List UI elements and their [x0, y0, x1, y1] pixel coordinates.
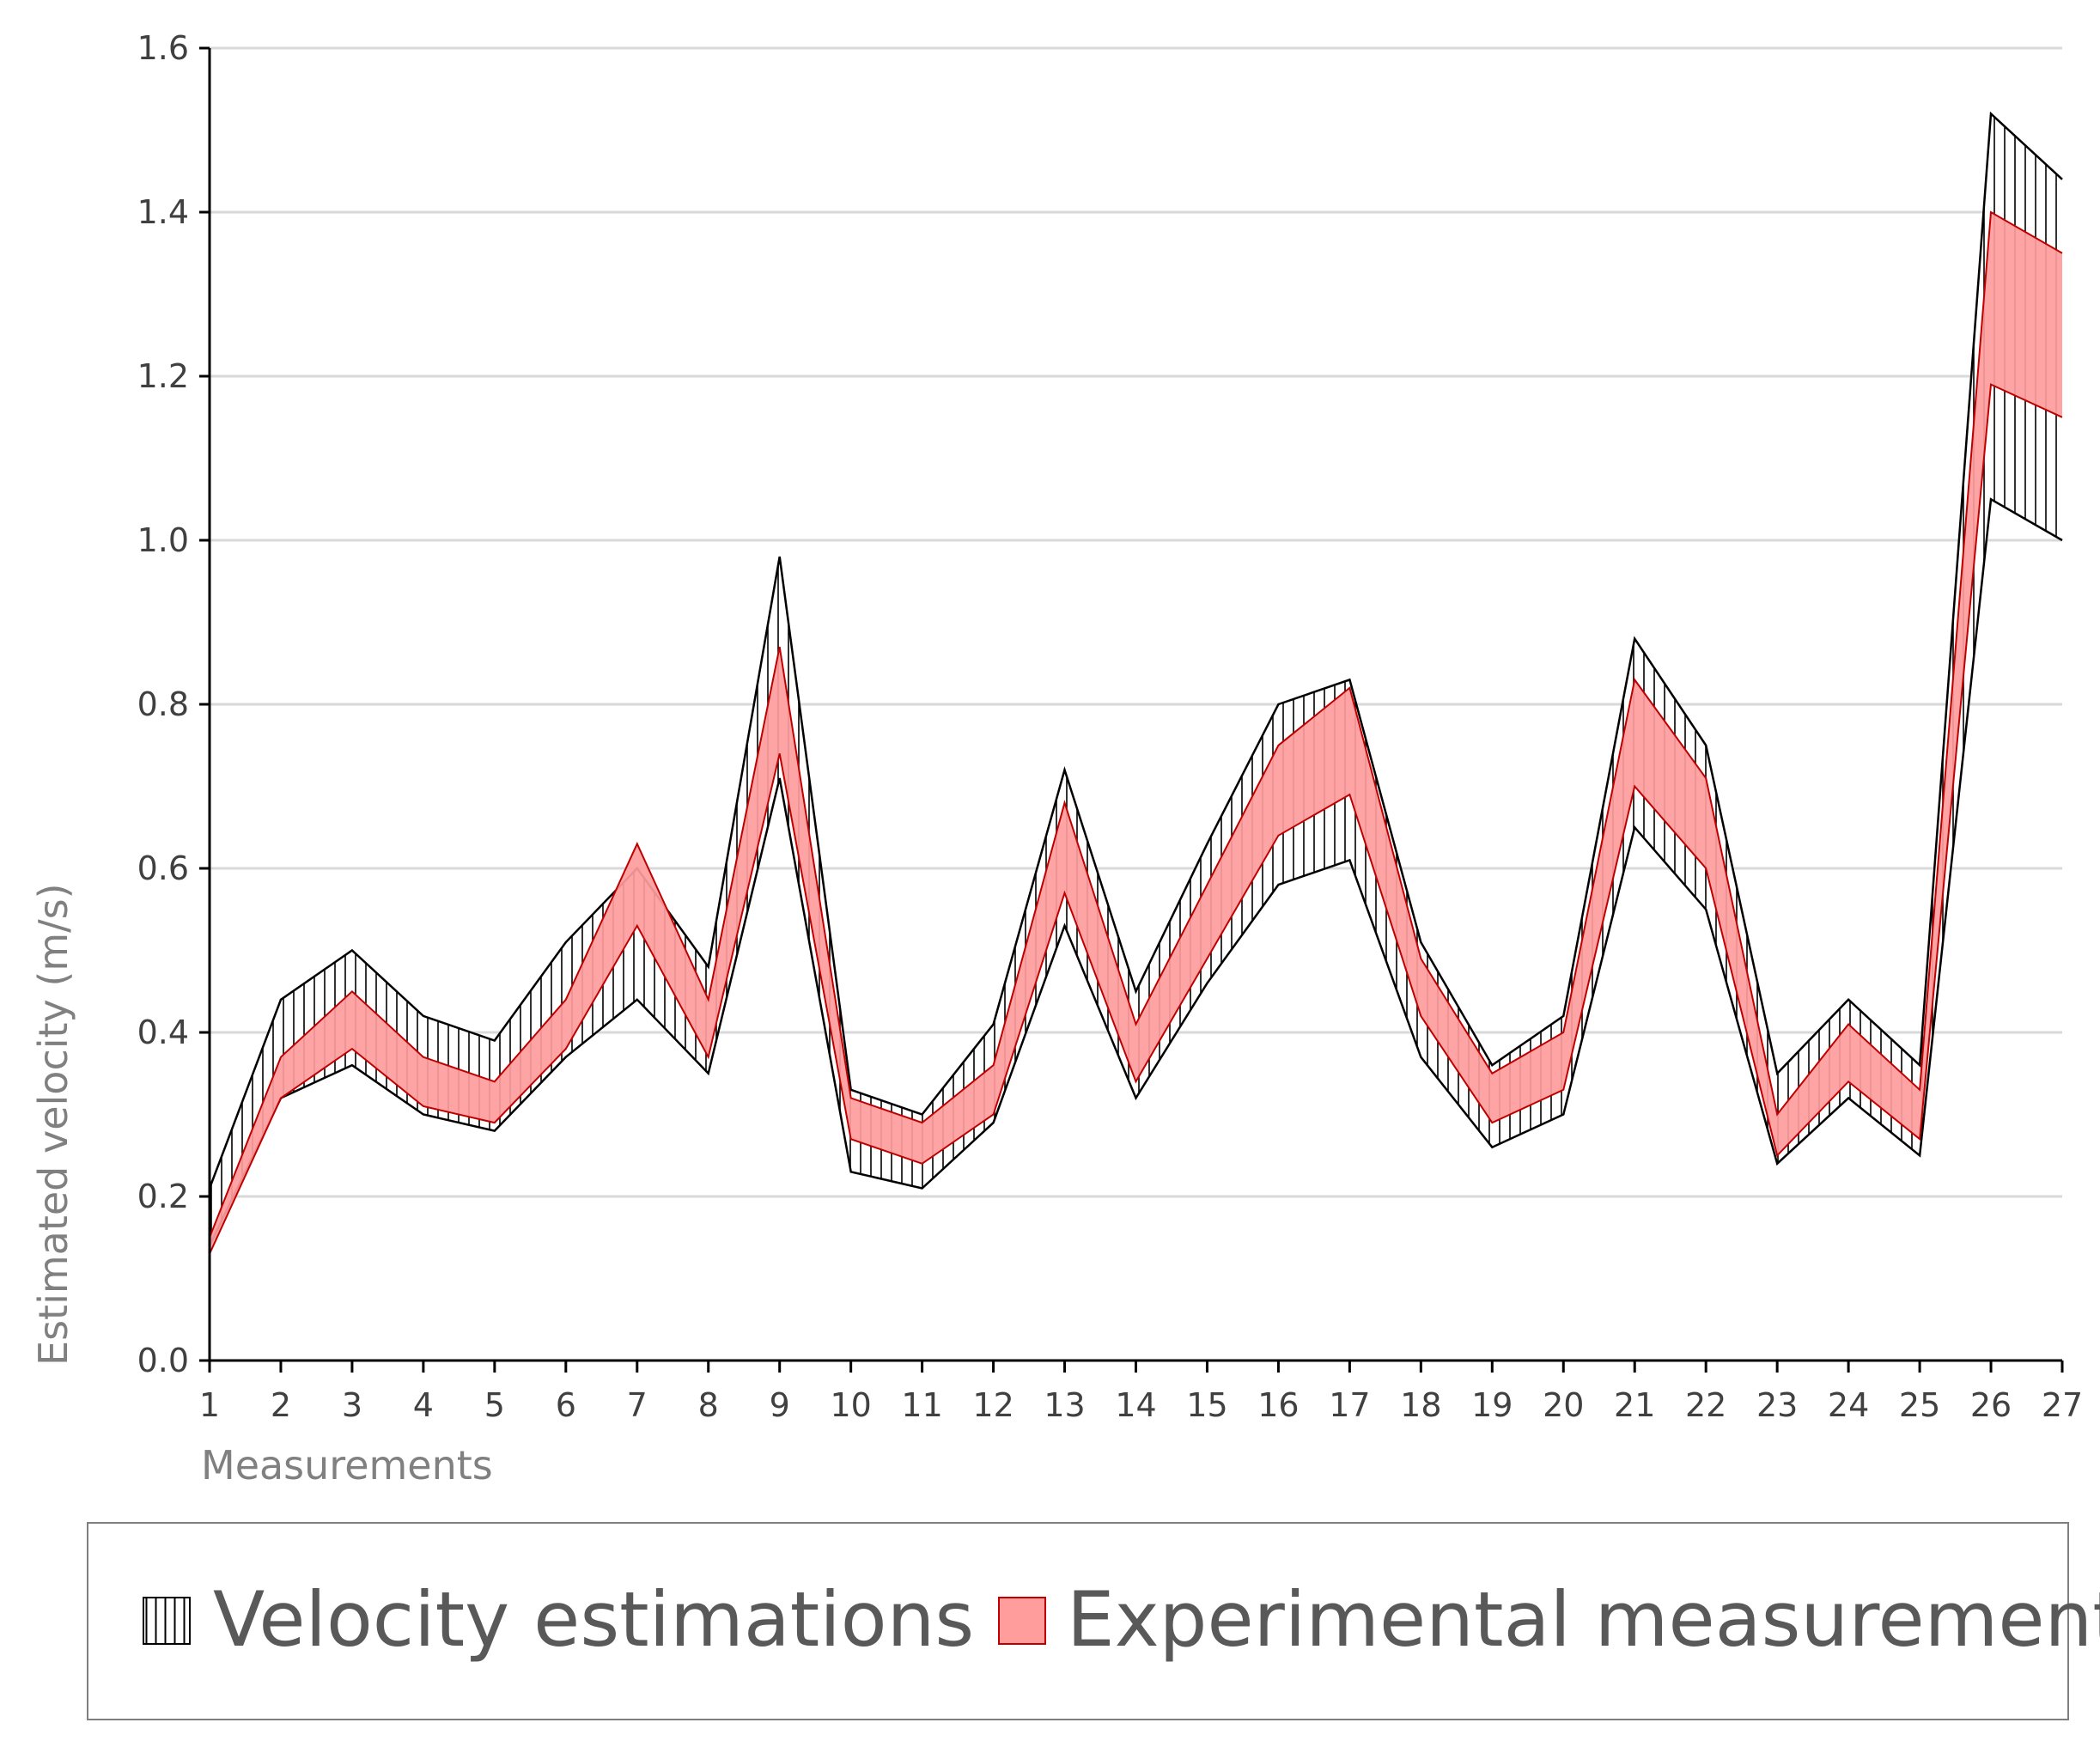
y-tick-label: 0.8 — [137, 685, 189, 723]
legend-swatch-velocity-estimations — [143, 1597, 191, 1645]
y-tick-label: 0.2 — [137, 1178, 189, 1215]
experimental-measurements-lower-line — [209, 383, 2063, 1255]
legend-label-experimental-measurements: Experimental measurements — [1067, 1575, 2100, 1664]
x-tick-label: 10 — [830, 1386, 871, 1424]
x-tick-label: 11 — [901, 1386, 942, 1424]
tick-labels: 0.00.20.40.60.81.01.21.41.61 2 3 4 5 6 7 8 9 10 11… — [137, 29, 2084, 1424]
band-areas — [208, 111, 2063, 1255]
x-tick-label: 1 — [199, 1386, 220, 1424]
x-tick-label: 13 — [1044, 1386, 1085, 1424]
x-tick-label: 18 — [1400, 1386, 1441, 1424]
x-tick-label: 23 — [1756, 1386, 1798, 1424]
y-tick-label: 1.0 — [137, 521, 189, 559]
velocity-estimations-upper-line — [208, 111, 2063, 1189]
experimental-measurements-upper-line — [209, 210, 2063, 1239]
y-tick-label: 1.2 — [137, 357, 189, 395]
x-tick-label: 19 — [1471, 1386, 1513, 1424]
legend-box — [87, 1522, 2069, 1720]
y-tick-label: 0.6 — [137, 849, 189, 887]
x-tick-label: 2 — [271, 1386, 291, 1424]
x-tick-label: 14 — [1115, 1386, 1156, 1424]
x-tick-label: 21 — [1614, 1386, 1655, 1424]
y-tick-label: 0.0 — [137, 1342, 189, 1379]
y-axis-title: Estimated velocity (m/s) — [30, 883, 76, 1366]
x-tick-label: 26 — [1970, 1386, 2012, 1424]
legend-label-velocity-estimations: Velocity estimations — [213, 1575, 974, 1664]
x-tick-label: 20 — [1543, 1386, 1584, 1424]
x-tick-label: 12 — [972, 1386, 1013, 1424]
x-tick-label: 3 — [342, 1386, 362, 1424]
x-tick-label: 8 — [698, 1386, 719, 1424]
x-axis-title: Measurements — [201, 1442, 493, 1488]
x-tick-label: 24 — [1828, 1386, 1869, 1424]
y-tick-label: 0.4 — [137, 1014, 189, 1051]
x-tick-label: 16 — [1257, 1386, 1299, 1424]
x-tick-label: 9 — [770, 1386, 790, 1424]
velocity-estimations-lower-line — [208, 497, 2063, 1246]
x-tick-label: 7 — [627, 1386, 648, 1424]
legend: Velocity estimations Experimental measur… — [87, 1522, 2100, 1720]
y-tick-label: 1.6 — [137, 29, 189, 67]
x-tick-label: 17 — [1329, 1386, 1370, 1424]
experimental-measurements-band — [210, 212, 2062, 1254]
x-tick-label: 15 — [1186, 1386, 1227, 1424]
y-tick-label: 1.4 — [137, 193, 189, 231]
x-tick-label: 25 — [1899, 1386, 1940, 1424]
x-tick-label: 4 — [413, 1386, 434, 1424]
x-tick-label: 6 — [556, 1386, 576, 1424]
x-tick-label: 27 — [2042, 1386, 2083, 1424]
axes — [199, 46, 2064, 1373]
x-tick-label: 22 — [1685, 1386, 1726, 1424]
legend-swatch-experimental-measurements — [998, 1597, 1046, 1645]
x-tick-label: 5 — [484, 1386, 505, 1424]
